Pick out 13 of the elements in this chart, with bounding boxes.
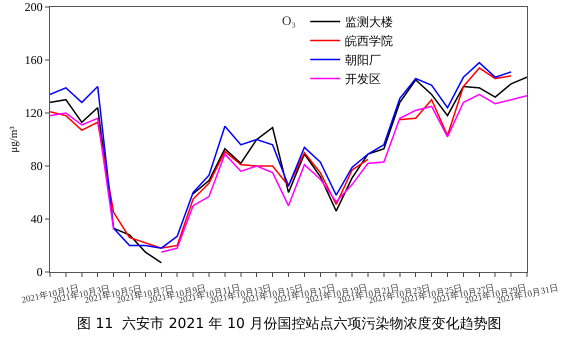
y-tick-label: 80 bbox=[30, 159, 43, 174]
legend-label: 朝阳厂 bbox=[345, 53, 382, 68]
legend-label: 监测大楼 bbox=[345, 15, 394, 30]
y-axis-title: μg/m³ bbox=[8, 126, 20, 153]
text: O₃ bbox=[282, 13, 296, 28]
y-tick-label: 200 bbox=[24, 0, 43, 14]
y-tick-label: 40 bbox=[30, 212, 43, 226]
legend-label: 开发区 bbox=[345, 72, 382, 86]
legend-label: 皖西学院 bbox=[345, 34, 394, 48]
y-tick-label: 120 bbox=[24, 106, 43, 120]
caption: 图 11 六安市 2021 年 10 月份国控站点六项污染物浓度变化趋势图 bbox=[77, 316, 502, 332]
y-tick-label: 0 bbox=[36, 265, 43, 280]
y-tick-label: 160 bbox=[24, 53, 43, 68]
